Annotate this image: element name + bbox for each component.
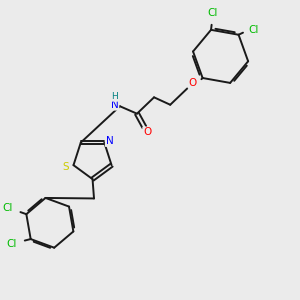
Text: H: H xyxy=(111,92,118,101)
Text: Cl: Cl xyxy=(2,203,12,213)
Text: N: N xyxy=(111,100,119,110)
Text: Cl: Cl xyxy=(207,8,218,18)
Text: S: S xyxy=(62,162,69,172)
Text: N: N xyxy=(106,136,113,146)
Text: O: O xyxy=(143,128,152,137)
Text: O: O xyxy=(188,78,197,88)
Text: Cl: Cl xyxy=(249,25,259,35)
Text: Cl: Cl xyxy=(6,238,17,248)
